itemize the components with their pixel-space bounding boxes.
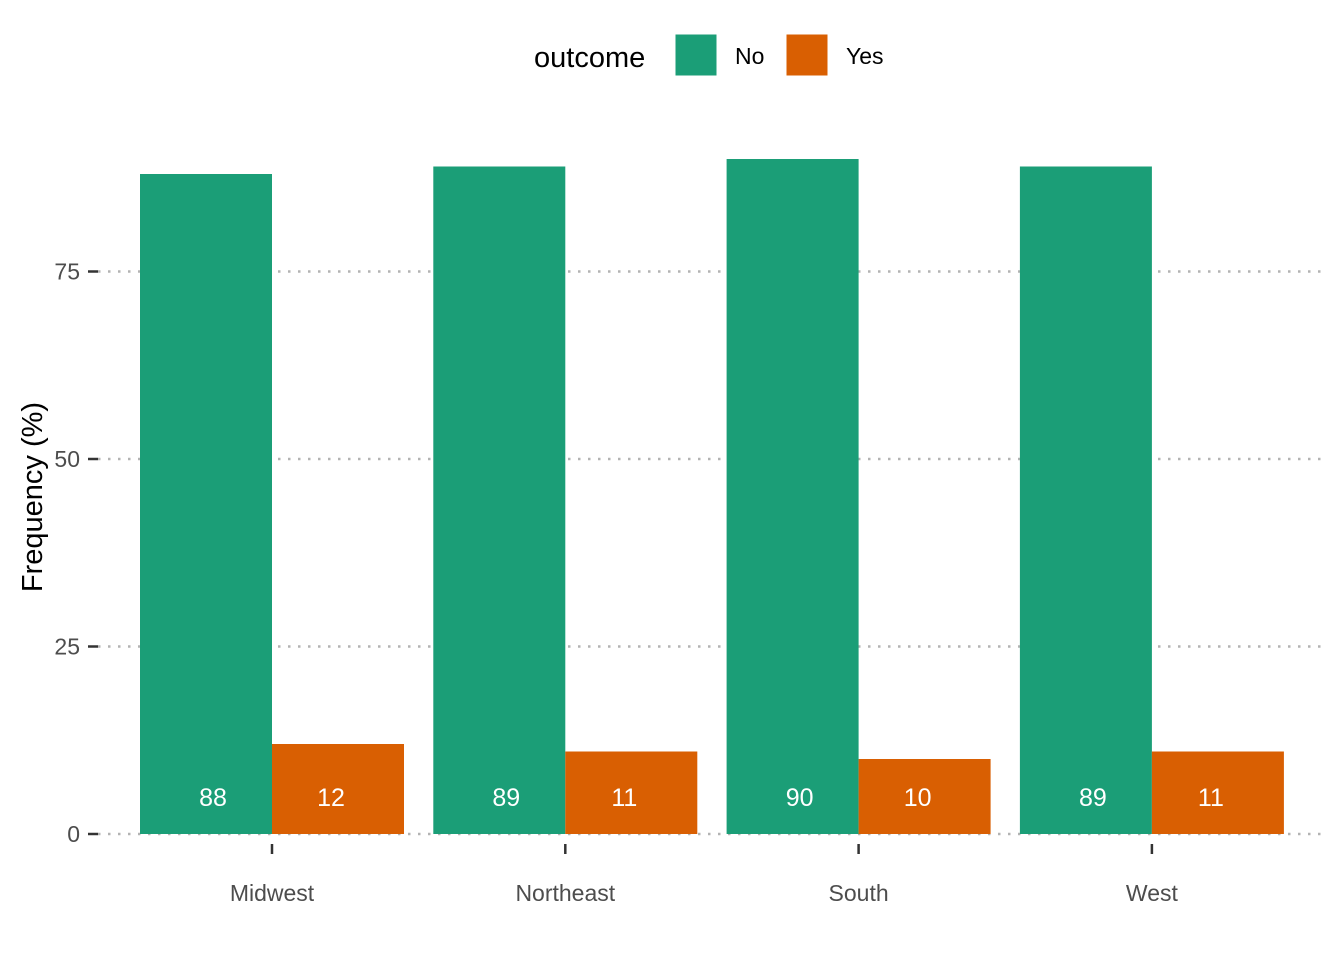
y-tick-label: 75 [54, 259, 80, 285]
bar-value-label: 12 [317, 784, 345, 812]
data-labels: 88 12 89 11 90 10 89 11 [199, 784, 1224, 812]
y-axis: 0 25 50 75 [54, 259, 98, 847]
y-tick-label: 50 [54, 446, 80, 472]
bar-no-south [726, 159, 859, 834]
bar-yes-midwest [272, 744, 404, 834]
bar-yes-south [858, 759, 991, 834]
bar-no-west [1019, 166, 1152, 834]
y-tick-label: 25 [54, 634, 80, 660]
y-tick-label: 0 [67, 821, 80, 847]
x-tick-label: South [829, 880, 889, 906]
bar-no-northeast [433, 166, 566, 834]
x-tick-label: Midwest [230, 880, 315, 906]
legend: outcome No Yes [534, 33, 884, 77]
x-axis: Midwest Northeast South West [230, 844, 1179, 906]
bar-value-label: 90 [786, 784, 814, 812]
legend-key-yes [785, 33, 829, 77]
legend-title: outcome [534, 42, 645, 74]
bar-value-label: 89 [492, 784, 520, 812]
bar-value-label: 89 [1079, 784, 1107, 812]
bars [140, 159, 1284, 834]
bar-value-label: 11 [1198, 784, 1224, 812]
legend-label-yes: Yes [846, 43, 884, 69]
y-axis-title: Frequency (%) [17, 402, 49, 592]
x-tick-label: Northeast [515, 880, 615, 906]
bar-value-label: 11 [611, 784, 637, 812]
bar-yes-northeast [565, 751, 698, 834]
bar-no-midwest [140, 174, 272, 834]
bar-value-label: 88 [199, 784, 227, 812]
legend-key-no [674, 33, 718, 77]
legend-label-no: No [735, 43, 764, 69]
bar-value-label: 10 [904, 784, 932, 812]
bar-yes-west [1151, 751, 1284, 834]
x-tick-label: West [1126, 880, 1179, 906]
